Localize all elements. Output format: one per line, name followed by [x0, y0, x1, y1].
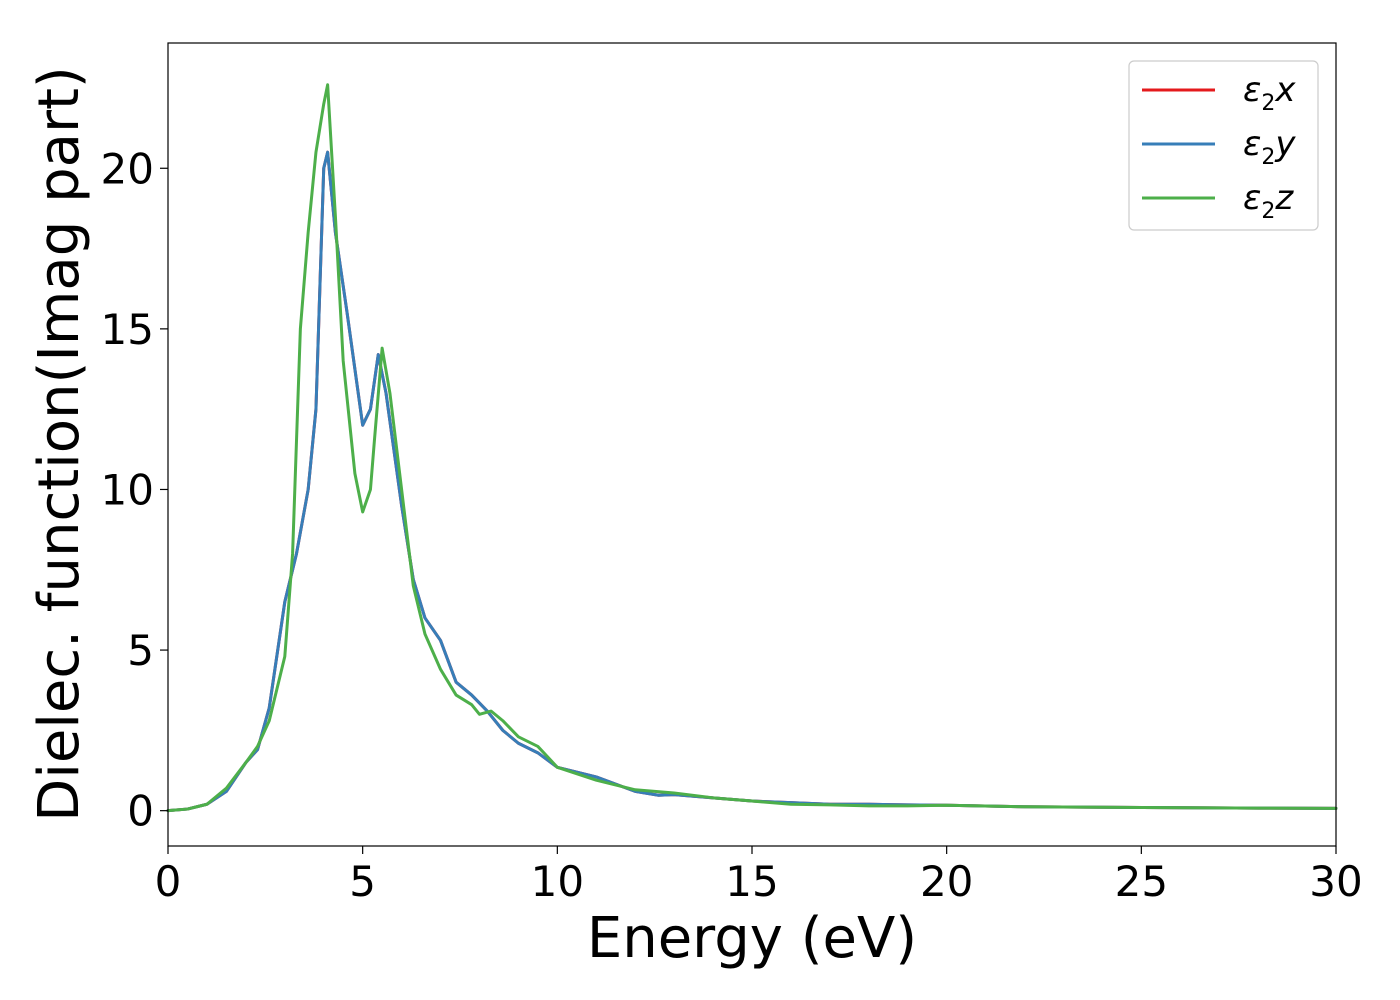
legend-box — [1128, 60, 1319, 231]
x-tick-label: 30 — [1309, 857, 1362, 906]
x-axis-label: Energy (eV) — [587, 906, 917, 971]
y-tick-label: 10 — [101, 465, 154, 514]
x-axis-ticks: 0 5 10 15 20 25 30 — [155, 846, 1363, 906]
x-tick-label: 0 — [155, 857, 182, 906]
y-tick-label: 0 — [127, 787, 154, 836]
legend-label-y: ε2y — [1243, 124, 1296, 170]
y-axis-ticks: 0 5 10 15 20 — [101, 144, 168, 836]
y-tick-label: 15 — [101, 305, 154, 354]
x-tick-label: 25 — [1115, 857, 1168, 906]
legend-label-z: ε2z — [1243, 178, 1294, 224]
series-line-z — [166, 83, 1338, 813]
y-tick-label: 20 — [101, 144, 154, 193]
legend-label-x: ε2x — [1243, 70, 1296, 116]
x-tick-label: 10 — [531, 857, 584, 906]
x-tick-label: 5 — [349, 857, 376, 906]
y-axis-label: Dielec. function(Imag part) — [27, 66, 92, 822]
legend: ε2x ε2y ε2z — [1128, 60, 1319, 231]
series-layer — [166, 83, 1338, 813]
x-tick-label: 15 — [725, 857, 778, 906]
y-tick-label: 5 — [127, 626, 154, 675]
x-tick-label: 20 — [920, 857, 973, 906]
